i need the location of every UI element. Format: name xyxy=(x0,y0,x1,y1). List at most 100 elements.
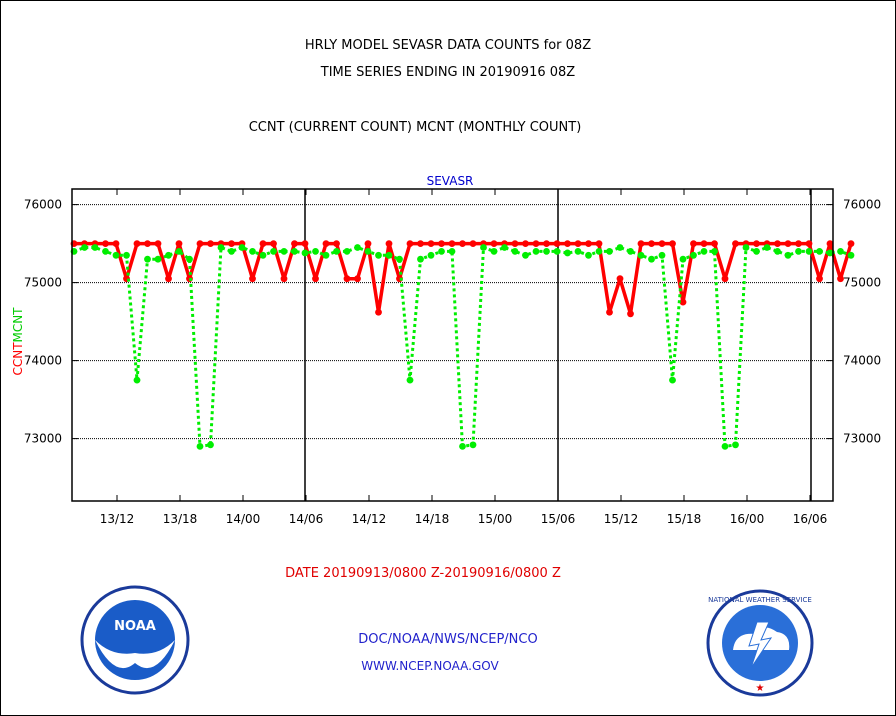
ccnt-series-point xyxy=(721,275,729,283)
y-tick-label-left: 75000 xyxy=(24,276,62,290)
ccnt-series-point xyxy=(585,240,592,248)
mcnt-series-point xyxy=(753,248,760,255)
ccnt-series-point xyxy=(354,275,361,283)
ccnt-series-point xyxy=(679,298,687,306)
ccnt-series-point xyxy=(753,240,760,248)
ccnt-series-point xyxy=(816,275,823,283)
plot-title: SEVASR xyxy=(427,174,474,188)
mcnt-series-point xyxy=(133,376,141,384)
mcnt-series-point xyxy=(742,244,750,251)
mcnt-series-point xyxy=(228,248,235,255)
mcnt-series-point xyxy=(144,255,151,263)
mcnt-series-point xyxy=(732,441,739,449)
y-tick-label-left: 74000 xyxy=(24,354,62,368)
ccnt-series-point xyxy=(826,240,834,248)
mcnt-series-point xyxy=(826,249,834,257)
ccnt-series-point xyxy=(627,310,634,318)
mcnt-series-point xyxy=(259,251,267,259)
ccnt-series-point xyxy=(291,240,298,248)
mcnt-series-point xyxy=(721,443,729,450)
mcnt-series-point xyxy=(700,248,708,255)
ccnt-series-point xyxy=(616,275,624,283)
mcnt-series-point xyxy=(774,248,781,255)
ccnt-series-point xyxy=(543,240,550,248)
ccnt-series-point xyxy=(490,240,498,248)
ccnt-series-point xyxy=(795,240,802,248)
ccnt-series-point xyxy=(322,240,330,248)
y-axis-label-mcnt: MCNT xyxy=(11,307,25,343)
mcnt-series-point xyxy=(207,441,214,449)
y-tick-label-right: 73000 xyxy=(843,432,881,446)
ccnt-series-point xyxy=(532,240,540,248)
mcnt-series-point xyxy=(217,244,225,251)
mcnt-series-point xyxy=(375,251,382,259)
mcnt-series-point xyxy=(553,248,561,255)
mcnt-series-point xyxy=(459,443,466,450)
mcnt-series-point xyxy=(312,248,319,255)
mcnt-series-point xyxy=(627,248,634,255)
mcnt-series-point xyxy=(333,248,340,255)
noaa-logo: NOAA xyxy=(80,585,190,695)
mcnt-series-point xyxy=(406,376,414,384)
ccnt-series-point xyxy=(648,240,655,248)
mcnt-series-point xyxy=(585,251,592,259)
ccnt-series-point xyxy=(102,240,109,248)
ccnt-series-point xyxy=(144,240,151,248)
ccnt-series-point xyxy=(595,240,603,248)
x-tick-label: 15/18 xyxy=(667,512,702,526)
mcnt-series-point xyxy=(112,251,120,259)
ccnt-series-point xyxy=(133,240,141,248)
mcnt-series-point xyxy=(291,248,298,255)
mcnt-series-point xyxy=(196,443,204,450)
plot-area-border xyxy=(71,188,834,502)
mcnt-series-point xyxy=(679,255,687,263)
mcnt-series-point xyxy=(448,248,456,255)
website-link[interactable]: WWW.NCEP.NOAA.GOV xyxy=(361,659,499,673)
mcnt-series-point xyxy=(805,248,813,255)
chart-title-line2: TIME SERIES ENDING IN 20190916 08Z xyxy=(320,65,576,80)
nws-logo: NATIONAL WEATHER SERVICE ★ xyxy=(706,589,814,697)
mcnt-series-point xyxy=(669,376,676,384)
star-icon: ★ xyxy=(756,683,765,694)
mcnt-series-point xyxy=(595,248,603,255)
time-series-chart: SEVASR CCNT MCNT 73000 73000 74000 74000 750… xyxy=(11,174,881,526)
mcnt-series-point xyxy=(102,248,109,255)
y-tick-label-right: 74000 xyxy=(843,354,881,368)
mcnt-series-point xyxy=(564,249,571,257)
noaa-logo-text: NOAA xyxy=(114,619,156,634)
mcnt-series-point xyxy=(480,244,487,251)
mcnt-series-point xyxy=(469,441,477,449)
x-tick-label: 14/06 xyxy=(289,512,324,526)
mcnt-series-point xyxy=(795,248,802,255)
mcnt-series-point xyxy=(690,251,697,259)
mcnt-series-point xyxy=(354,244,361,251)
mcnt-series-point xyxy=(574,248,582,255)
ccnt-series-point xyxy=(385,240,393,248)
x-tick-label: 13/18 xyxy=(163,512,198,526)
ccnt-series-point xyxy=(700,240,708,248)
mcnt-series-point xyxy=(637,251,645,259)
x-tick-label: 14/00 xyxy=(226,512,261,526)
ccnt-series-point xyxy=(175,240,183,248)
ccnt-series-point xyxy=(690,240,697,248)
mcnt-series-point xyxy=(658,251,666,259)
ccnt-series-point xyxy=(847,240,855,248)
ccnt-series-point xyxy=(469,240,477,248)
ccnt-series-point xyxy=(459,240,466,248)
ccnt-series-point xyxy=(259,240,267,248)
ccnt-series-point xyxy=(511,240,519,248)
ccnt-series-point xyxy=(333,240,340,248)
ccnt-series-point xyxy=(732,240,739,248)
mcnt-series-point xyxy=(837,248,844,255)
mcnt-series-point xyxy=(532,248,540,255)
ccnt-series-point xyxy=(637,240,645,248)
x-tick-label: 16/00 xyxy=(730,512,765,526)
ccnt-series-point xyxy=(207,240,214,248)
x-tick-label: 14/12 xyxy=(352,512,387,526)
ccnt-series-point xyxy=(196,240,204,248)
y-tick-label-left: 76000 xyxy=(24,198,62,212)
mcnt-series-point xyxy=(81,244,88,251)
ccnt-series-point xyxy=(165,275,172,283)
mcnt-series-point xyxy=(175,248,183,255)
x-tick-label: 16/06 xyxy=(793,512,828,526)
